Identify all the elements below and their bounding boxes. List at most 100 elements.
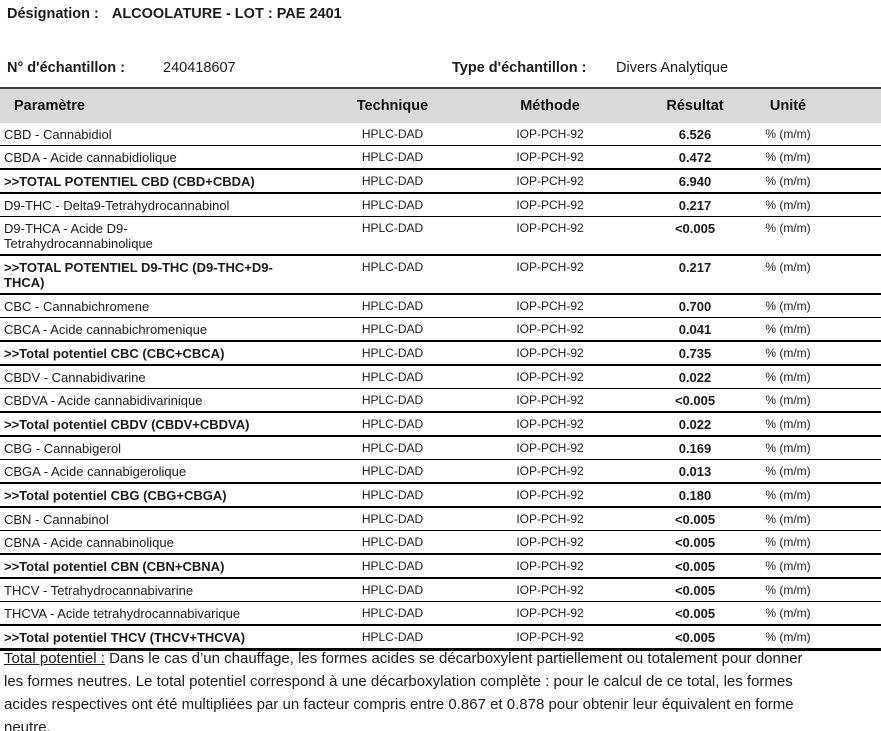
param-cell: >>Total potentiel CBG (CBG+CBGA)	[4, 488, 227, 503]
method-cell: IOP-PCH-92	[516, 174, 584, 188]
results-table-body: CBD - Cannabidiol HPLC-DAD IOP-PCH-92 6.526…	[0, 123, 881, 650]
designation-value: ALCOOLATURE - LOT : PAE 2401	[111, 6, 342, 22]
filler-cell	[831, 365, 881, 389]
column-header-method: Méthode	[520, 98, 580, 114]
method-cell: IOP-PCH-92	[516, 221, 584, 235]
tech-cell: HPLC-DAD	[361, 322, 424, 336]
result-cell: 0.472	[678, 150, 712, 165]
sample-number-label: N° d'échantillon :	[7, 60, 125, 76]
param-cell: THCV - Tetrahydrocannabivarine	[4, 583, 194, 598]
table-row-total: >>Total potentiel CBN (CBN+CBNA) HPLC-DAD…	[0, 554, 881, 578]
table-row: CBDVA - Acide cannabidivarinique HPLC-DAD…	[0, 389, 881, 412]
result-cell: <0.005	[674, 606, 716, 621]
result-cell: <0.005	[674, 535, 716, 550]
filler-cell	[831, 217, 881, 256]
tech-cell: HPLC-DAD	[361, 260, 424, 274]
footnote: Total potentiel : Dans le cas d’un chauf…	[4, 647, 877, 731]
footnote-line-1: Total potentiel : Dans le cas d’un chauf…	[4, 647, 877, 670]
method-cell: IOP-PCH-92	[516, 370, 584, 384]
filler-cell	[831, 412, 881, 436]
param-cell: THCVA - Acide tetrahydrocannabivarique	[4, 606, 241, 621]
footnote-line-3: acides respectives ont été multipliées p…	[4, 696, 794, 713]
filler-cell	[831, 341, 881, 365]
result-cell: <0.005	[674, 559, 716, 574]
sample-type-label: Type d'échantillon :	[452, 60, 587, 76]
unit-cell: % (m/m)	[765, 559, 811, 573]
filler-cell	[831, 483, 881, 507]
result-cell: 6.940	[678, 174, 712, 189]
tech-cell: HPLC-DAD	[361, 512, 424, 526]
filler-cell	[831, 169, 881, 193]
unit-cell: % (m/m)	[765, 127, 811, 141]
table-row: CBD - Cannabidiol HPLC-DAD IOP-PCH-92 6.526…	[0, 123, 881, 146]
method-cell: IOP-PCH-92	[516, 198, 584, 212]
table-row: CBNA - Acide cannabinolique HPLC-DAD IOP-P…	[0, 531, 881, 555]
method-cell: IOP-PCH-92	[516, 583, 584, 597]
footnote-line-4: neutre.	[4, 719, 51, 731]
table-row: D9-THCA - Acide D9- Tetrahydrocannabinol…	[0, 217, 881, 256]
method-cell: IOP-PCH-92	[516, 127, 584, 141]
column-header-result: Résultat	[666, 98, 724, 114]
result-cell: <0.005	[674, 393, 716, 408]
param-cell: CBG - Cannabigerol	[4, 441, 122, 456]
table-row-total: >>TOTAL POTENTIEL CBD (CBD+CBDA) HPLC-DAD…	[0, 169, 881, 193]
filler-cell	[831, 602, 881, 626]
table-row-total: >>Total potentiel CBC (CBC+CBCA) HPLC-DAD…	[0, 341, 881, 365]
table-header-row: Paramètre Technique Méthode Résultat Uni…	[0, 88, 881, 123]
param-cell: CBDV - Cannabidivarine	[4, 370, 146, 385]
tech-cell: HPLC-DAD	[361, 299, 424, 313]
param-cell: >>Total potentiel THCV (THCV+THCVA)	[4, 630, 246, 645]
method-cell: IOP-PCH-92	[516, 441, 584, 455]
sample-number-value: 240418607	[163, 60, 236, 76]
filler-cell	[831, 255, 881, 294]
method-cell: IOP-PCH-92	[516, 260, 584, 274]
param-cell: >>Total potentiel CBDV (CBDV+CBDVA)	[4, 417, 250, 432]
param-cell: >>Total potentiel CBC (CBC+CBCA)	[4, 346, 225, 361]
method-cell: IOP-PCH-92	[516, 535, 584, 549]
tech-cell: HPLC-DAD	[361, 559, 424, 573]
method-cell: IOP-PCH-92	[516, 322, 584, 336]
tech-cell: HPLC-DAD	[361, 370, 424, 384]
param-cell: D9-THCA - Acide D9- Tetrahydrocannabinol…	[4, 221, 153, 251]
unit-cell: % (m/m)	[765, 417, 811, 431]
tech-cell: HPLC-DAD	[361, 630, 424, 644]
footnote-line-1-text: Dans le cas d’un chauffage, les formes a…	[104, 650, 803, 667]
unit-cell: % (m/m)	[765, 583, 811, 597]
method-cell: IOP-PCH-92	[516, 299, 584, 313]
result-cell: 0.700	[678, 299, 712, 314]
filler-cell	[831, 146, 881, 170]
unit-cell: % (m/m)	[765, 150, 811, 164]
filler-cell	[831, 294, 881, 318]
method-cell: IOP-PCH-92	[516, 606, 584, 620]
result-cell: <0.005	[674, 221, 716, 236]
method-cell: IOP-PCH-92	[516, 417, 584, 431]
unit-cell: % (m/m)	[765, 464, 811, 478]
param-cell: CBD - Cannabidiol	[4, 127, 112, 142]
table-row: CBGA - Acide cannabigerolique HPLC-DAD IOP…	[0, 460, 881, 484]
column-header-parameter: Paramètre	[14, 98, 85, 114]
method-cell: IOP-PCH-92	[516, 559, 584, 573]
designation-label: Désignation :	[7, 6, 99, 22]
param-cell: CBC - Cannabichromene	[4, 299, 150, 314]
method-cell: IOP-PCH-92	[516, 512, 584, 526]
unit-cell: % (m/m)	[765, 370, 811, 384]
tech-cell: HPLC-DAD	[361, 393, 424, 407]
method-cell: IOP-PCH-92	[516, 464, 584, 478]
result-cell: 6.526	[678, 127, 712, 142]
unit-cell: % (m/m)	[765, 606, 811, 620]
unit-cell: % (m/m)	[765, 346, 811, 360]
result-cell: 0.180	[678, 488, 712, 503]
param-cell: CBDA - Acide cannabidiolique	[4, 150, 177, 165]
result-cell: 0.169	[678, 441, 712, 456]
filler-cell	[831, 318, 881, 342]
tech-cell: HPLC-DAD	[361, 535, 424, 549]
tech-cell: HPLC-DAD	[361, 150, 424, 164]
filler-cell	[831, 531, 881, 555]
unit-cell: % (m/m)	[765, 260, 811, 274]
filler-cell	[831, 460, 881, 484]
result-cell: 0.217	[678, 198, 712, 213]
sample-type-value: Divers Analytique	[616, 60, 729, 76]
filler-cell	[831, 123, 881, 146]
result-cell: 0.041	[678, 322, 712, 337]
results-table: Paramètre Technique Méthode Résultat Uni…	[0, 87, 881, 651]
